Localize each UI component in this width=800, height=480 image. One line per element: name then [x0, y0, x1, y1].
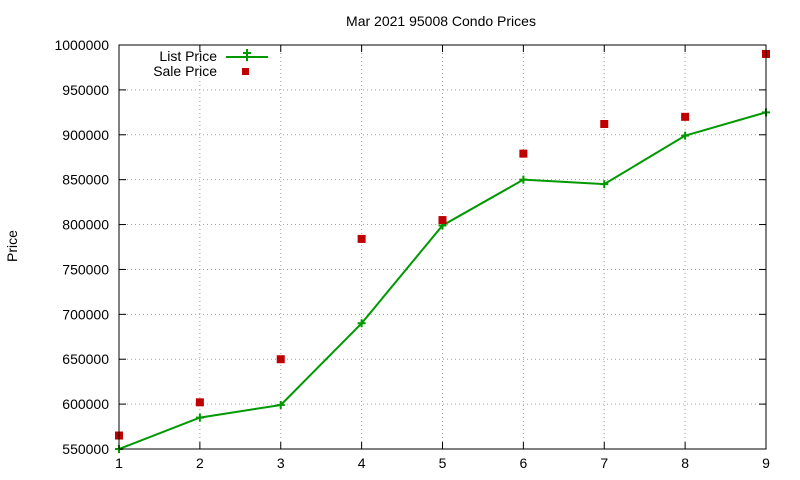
legend-marker-sale-price	[242, 68, 249, 75]
list-price-line	[118, 111, 767, 450]
y-tick-label: 800000	[62, 217, 109, 233]
x-tick-label: 7	[600, 455, 608, 471]
x-tick-label: 9	[762, 455, 770, 471]
y-tick-label: 850000	[62, 172, 109, 188]
x-tick-label: 8	[681, 455, 689, 471]
y-tick-label: 600000	[62, 396, 109, 412]
legend: List Price Sale Price	[153, 48, 268, 79]
y-tick-label: 650000	[62, 351, 109, 367]
y-tick-label: 700000	[62, 306, 109, 322]
x-tick-label: 5	[439, 455, 447, 471]
sale-price-point	[519, 149, 528, 158]
plot-frame	[118, 44, 767, 450]
plot-area	[115, 49, 770, 453]
x-tick-label: 1	[115, 455, 123, 471]
list-price-point	[357, 319, 366, 328]
y-tick-label: 550000	[62, 441, 109, 457]
list-price-point	[600, 180, 609, 189]
grid	[119, 45, 766, 449]
chart-title: Mar 2021 95008 Condo Prices	[346, 13, 536, 29]
sale-price-point	[276, 355, 285, 364]
list-price-point	[681, 131, 690, 140]
sale-price-point	[600, 120, 609, 129]
sale-price-point	[357, 234, 366, 243]
y-tick-label: 950000	[62, 82, 109, 98]
legend-marker-list-price	[243, 49, 251, 61]
legend-label-sale-price: Sale Price	[153, 63, 217, 79]
list-price-point	[195, 413, 204, 422]
list-price-point	[519, 175, 528, 184]
x-tick-label: 6	[519, 455, 527, 471]
list-price-point	[276, 401, 285, 410]
x-tick-label: 2	[196, 455, 204, 471]
x-tick-label: 4	[358, 455, 366, 471]
x-tick-label: 3	[277, 455, 285, 471]
legend-label-list-price: List Price	[159, 48, 217, 64]
y-tick-label: 1000000	[54, 37, 109, 53]
sale-price-point	[438, 216, 447, 225]
sale-price-point	[681, 112, 690, 121]
y-axis-label: Price	[4, 230, 20, 262]
y-tick-label: 900000	[62, 127, 109, 143]
axis-ticks: 550000 600000 650000 700000 750000 800000 8500…	[54, 37, 770, 471]
y-tick-label: 750000	[62, 261, 109, 277]
sale-price-point	[195, 398, 204, 407]
